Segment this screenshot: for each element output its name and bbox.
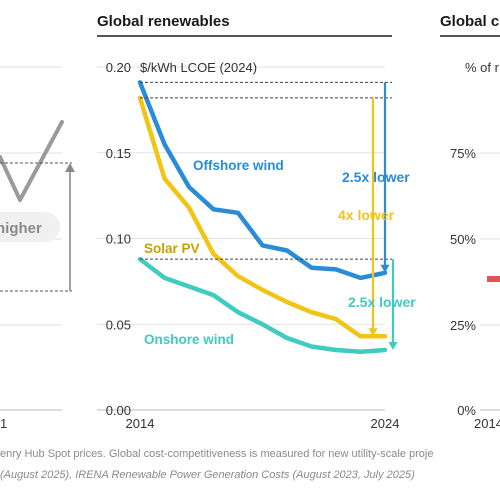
footer-source-dates: (August 2023, July 2025) — [289, 469, 415, 481]
y-tick-label: 0.10 — [106, 232, 131, 247]
right-panel: Global c % of r 75% 50% 25% 0% 2014 — [440, 13, 500, 431]
footer-source: (August 2025), IRENA Renewable Power Gen… — [0, 469, 415, 481]
y-tick-label: 0.20 — [106, 60, 131, 75]
annotation-offshore: 2.5x lower — [342, 169, 410, 185]
x-tick-label: 2014 — [126, 416, 155, 431]
y-tick-label: 0.00 — [106, 403, 131, 418]
annotation-onshore: 2.5x lower — [348, 294, 416, 310]
series-label-solar: Solar PV — [144, 241, 200, 256]
series-line-solar-pv — [137, 95, 388, 339]
series-lines — [137, 80, 388, 354]
series-label-onshore: Onshore wind — [144, 332, 234, 347]
y-tick-label: 0.05 — [106, 317, 131, 332]
annotation-solar: 4x lower — [338, 207, 395, 223]
right-y-tick: 0% — [457, 403, 476, 418]
arrow-onshore-head — [388, 341, 398, 350]
x-tick-label: 2024 — [371, 416, 400, 431]
left-annotation: higher — [0, 220, 42, 237]
y-axis-unit: $/kWh LCOE (2024) — [140, 60, 257, 75]
reference-lines — [140, 81, 398, 350]
series-label-offshore: Offshore wind — [193, 158, 284, 173]
gridlines — [97, 66, 385, 411]
right-y-tick: 25% — [450, 318, 476, 333]
left-bracket-arrowhead — [65, 163, 75, 172]
right-panel-title: Global c — [440, 13, 499, 30]
left-annotation-box — [0, 212, 60, 242]
right-unit-label: % of r — [465, 60, 500, 75]
right-x-tick: 2014 — [474, 416, 500, 431]
left-panel: higher 1 — [0, 66, 75, 431]
y-tick-label: 0.15 — [106, 146, 131, 161]
footer-source-date: (August 2025), — [0, 469, 75, 481]
series-line-offshore-wind — [137, 80, 388, 281]
y-tick-labels: 0.00 0.05 0.10 0.15 0.20 — [106, 60, 131, 418]
footer-note: enry Hub Spot prices. Global cost-compet… — [0, 448, 433, 460]
left-x-tick: 1 — [0, 416, 7, 431]
right-series-marker — [487, 276, 500, 282]
chart-title: Global renewables — [97, 13, 230, 30]
x-tick-labels: 2014 2024 — [126, 416, 400, 431]
series-line-onshore-wind — [137, 256, 388, 354]
left-price-line — [0, 120, 64, 202]
arrow-solar-head — [368, 328, 378, 337]
footer-source-title: IRENA Renewable Power Generation Costs — [75, 469, 290, 481]
middle-panel: Global renewables 0.00 0.05 0.10 0.15 0.20 $… — [97, 13, 416, 431]
right-y-tick: 50% — [450, 232, 476, 247]
right-y-tick: 75% — [450, 146, 476, 161]
arrow-offshore-head — [380, 264, 390, 273]
